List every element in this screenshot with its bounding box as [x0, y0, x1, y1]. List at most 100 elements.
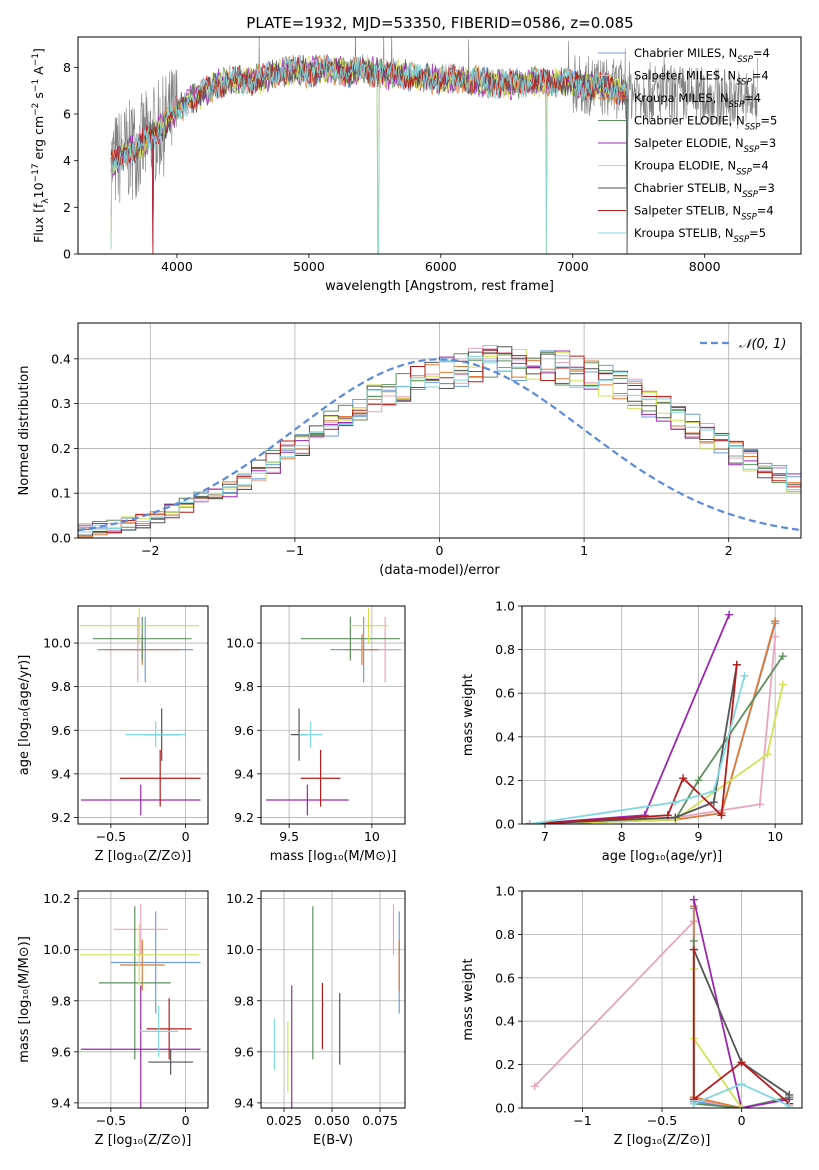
- marker-salpeter_stelib: [732, 660, 741, 669]
- legend-entry-salpeter_stelib: Salpeter STELIB, NSSP=4: [634, 204, 774, 223]
- model-spectrum-kroupa_stelib: [110, 54, 629, 254]
- y-tick-label: 0.0: [495, 817, 515, 832]
- age-vs-Z-chart: −0.5 0 9.2 9.4 9.6 9.8 10.0 Z [log₁₀(Z/Z⊙)] age …: [17, 605, 209, 864]
- plot-area: [79, 903, 201, 1108]
- y-tick-label: 9.8: [234, 993, 254, 1008]
- legend-tail: =4: [752, 69, 769, 83]
- marker-kroupa_elodie: [737, 1104, 746, 1108]
- legend-entry-kroupa_elodie: Kroupa ELODIE, NSSP=4: [634, 159, 769, 178]
- plot-frame: [521, 890, 803, 1109]
- marker-salpeter_elodie: [725, 610, 734, 619]
- marker-chabrier_elodie: [689, 936, 698, 945]
- x-tick-label: 9: [694, 829, 702, 844]
- legend-subscript: SSP: [736, 168, 752, 178]
- y-tick-label: 9.6: [51, 723, 71, 738]
- x-tick-label: −0.5: [96, 829, 126, 844]
- y-tick-label: 0.2: [495, 1057, 515, 1072]
- plot-frame: [77, 322, 802, 539]
- legend-label: Chabrier ELODIE, N: [634, 114, 745, 128]
- marker-salpeter_miles: [771, 632, 780, 641]
- plot-area: [78, 345, 801, 538]
- plot-area: [265, 608, 402, 816]
- figure-title: PLATE=1932, MJD=53350, FIBERID=0586, z=0…: [246, 14, 633, 32]
- residuals-chart: −2 −1 0 1 2 0.0 0.1 0.2 0.3 0.4 (data-model)/error…: [17, 322, 802, 578]
- x-tick-label: 0.050: [314, 1113, 350, 1128]
- x-tick-label: −0.5: [647, 1113, 677, 1128]
- legend-subscript: SSP: [745, 123, 761, 133]
- marker-salpeter_stelib: [663, 811, 672, 820]
- plot-area: [273, 903, 400, 1108]
- marker-kroupa_miles: [771, 617, 780, 626]
- legend-subscript: SSP: [734, 235, 750, 245]
- y-tick-label: 10.0: [43, 636, 71, 651]
- legend-entry-salpeter_elodie: Salpeter ELODIE, NSSP=3: [634, 136, 776, 155]
- marker-salpeter_miles: [530, 1082, 539, 1091]
- y-axis-label-part: λ: [41, 198, 51, 204]
- y-axis-label-part: −17: [31, 163, 41, 182]
- marker-kroupa_stelib: [785, 1101, 794, 1108]
- legend-entry-chabrier_miles: Chabrier MILES, NSSP=4: [634, 46, 770, 65]
- y-tick-label: 6: [63, 107, 71, 122]
- y-tick-label: 0.4: [495, 729, 515, 744]
- model-spectrum-salpeter_stelib: [110, 54, 629, 254]
- legend-entry-kroupa_stelib: Kroupa STELIB, NSSP=5: [634, 226, 766, 245]
- y-tick-label: 9.4: [234, 1095, 254, 1110]
- y-tick-label: 9.2: [234, 810, 254, 825]
- legend-label: Salpeter MILES, N: [634, 69, 736, 83]
- legend-subscript: SSP: [736, 78, 752, 88]
- legend-subscript: SSP: [729, 100, 745, 110]
- y-tick-label: 0.2: [51, 441, 71, 456]
- y-axis-label: mass weight: [461, 674, 476, 756]
- marker-kroupa_elodie: [778, 680, 787, 689]
- y-tick-label: 0.2: [495, 773, 515, 788]
- marker-kroupa_stelib: [737, 1080, 746, 1089]
- y-tick-label: 0.0: [495, 1101, 515, 1116]
- legend-tail: =5: [749, 226, 766, 240]
- x-tick-label: 9.5: [279, 829, 299, 844]
- age-vs-mass-chart: 9.5 10 9.2 9.4 9.6 9.8 10.0 mass [log₁₀(M/M⊙)]: [226, 605, 406, 864]
- mass-vs-Z-chart: −0.5 0 9.4 9.6 9.8 10.0 10.2 Z [log₁₀(Z/Z⊙)] mas…: [17, 890, 209, 1148]
- x-tick-label: 0: [738, 1113, 746, 1128]
- y-tick-label: 1.0: [495, 884, 515, 899]
- x-tick-label: −2: [141, 543, 159, 558]
- x-tick-label: −1: [286, 543, 304, 558]
- legend-tail: =4: [753, 46, 770, 60]
- y-tick-label: 0.4: [51, 351, 71, 366]
- plot-frame: [521, 605, 803, 825]
- plot-frame: [260, 890, 406, 1109]
- y-tick-label: 4: [63, 153, 71, 168]
- marker-salpeter_stelib: [737, 1058, 746, 1067]
- x-tick-label: −0.5: [96, 1113, 126, 1128]
- y-tick-label: 10.2: [43, 891, 71, 906]
- y-tick-label: 9.8: [234, 679, 254, 694]
- plot-frame: [260, 605, 406, 825]
- y-axis-label-part: A: [31, 66, 46, 79]
- y-axis-label: mass [log₁₀(M/M⊙)]: [17, 936, 32, 1063]
- y-tick-label: 9.6: [234, 1044, 254, 1059]
- legend-tail: =3: [758, 181, 775, 195]
- x-tick-label: 4000: [161, 259, 193, 274]
- marker-chabrier_stelib: [709, 798, 718, 807]
- legend-entry-kroupa_miles: Kroupa MILES, NSSP=4: [634, 91, 761, 110]
- y-tick-label: 8: [63, 60, 71, 75]
- series-salpeter_elodie: [692, 899, 790, 1108]
- legend-label: Kroupa STELIB, N: [634, 226, 734, 240]
- marker-chabrier_elodie: [778, 652, 787, 661]
- legend-label: Kroupa MILES, N: [634, 91, 729, 105]
- series-kroupa_stelib: [529, 675, 746, 824]
- plot-area: [525, 610, 787, 824]
- plot-area: [79, 608, 201, 816]
- marker-salpeter_stelib: [679, 774, 688, 783]
- y-tick-label: 9.8: [51, 679, 71, 694]
- marker-salpeter_stelib: [717, 811, 726, 820]
- y-tick-label: 0.1: [51, 486, 71, 501]
- legend-entry-chabrier_stelib: Chabrier STELIB, NSSP=3: [634, 181, 775, 200]
- y-axis-label-part: Flux [f: [31, 203, 46, 243]
- legend-label: Salpeter STELIB, N: [634, 204, 741, 218]
- marker-salpeter_elodie: [689, 895, 698, 904]
- x-tick-label: 6000: [425, 259, 457, 274]
- legend-subscript: SSP: [737, 55, 753, 65]
- y-tick-label: 9.6: [234, 723, 254, 738]
